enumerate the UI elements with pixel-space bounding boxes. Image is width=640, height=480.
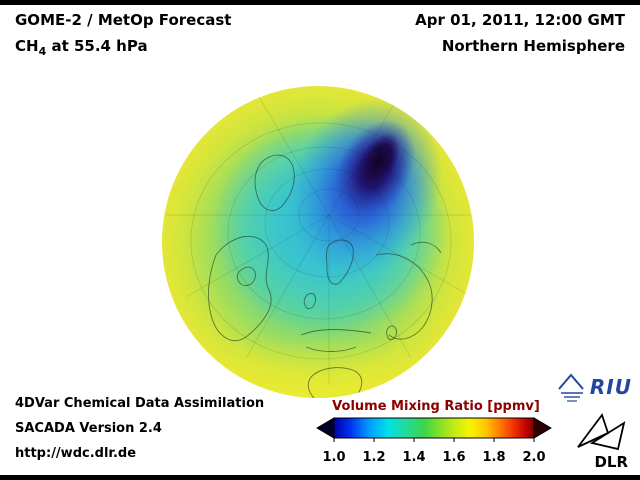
- colorbar-title: Volume Mixing Ratio [ppmv]: [332, 399, 540, 414]
- riu-mountain-icon: [558, 373, 584, 402]
- product-title: GOME-2 / MetOp Forecast: [15, 11, 232, 29]
- globe-map: [161, 85, 475, 399]
- colorbar-right-arrow: [533, 417, 552, 439]
- graticule-lines: [166, 86, 474, 385]
- wdc-url-label: http://wdc.dlr.de: [15, 446, 137, 461]
- dlr-emblem-icon: [577, 413, 626, 451]
- tick-label: 1.6: [442, 450, 466, 465]
- region-label: Northern Hemisphere: [441, 37, 625, 55]
- colorbar: Volume Mixing Ratio [ppmv]: [316, 399, 556, 466]
- tick-label: 1.2: [362, 450, 386, 465]
- dlr-logo: DLR: [566, 409, 628, 471]
- polar-vortex-core: [358, 133, 400, 189]
- species-level-label: CH4 at 55.4 hPa: [15, 37, 148, 58]
- colorbar-gradient: [316, 417, 552, 442]
- riu-logo-text: RIU: [589, 375, 632, 399]
- coastlines: [208, 154, 442, 398]
- credits-block: 4DVar Chemical Data Assimilation SACADA …: [15, 397, 264, 472]
- tick-label: 1.0: [322, 450, 346, 465]
- dlr-logo-text: DLR: [594, 453, 628, 471]
- globe-svg: [162, 86, 474, 398]
- version-label: SACADA Version 2.4: [15, 421, 162, 436]
- colorbar-tick-marks: [333, 438, 535, 442]
- header-right: Apr 01, 2011, 12:00 GMT Northern Hemisph…: [415, 13, 625, 65]
- tick-label: 2.0: [522, 450, 546, 465]
- tick-label: 1.8: [482, 450, 506, 465]
- assimilation-label: 4DVar Chemical Data Assimilation: [15, 396, 265, 411]
- colorbar-tick-labels: 1.0 1.2 1.4 1.6 1.8 2.0: [322, 450, 545, 466]
- tick-label: 1.4: [402, 450, 426, 465]
- colorbar-bar: [333, 417, 535, 439]
- riu-logo: RIU: [557, 371, 632, 403]
- colorbar-left-arrow: [316, 417, 335, 439]
- header-left: GOME-2 / MetOp Forecast CH4 at 55.4 hPa: [15, 13, 231, 68]
- datetime-label: Apr 01, 2011, 12:00 GMT: [415, 11, 625, 29]
